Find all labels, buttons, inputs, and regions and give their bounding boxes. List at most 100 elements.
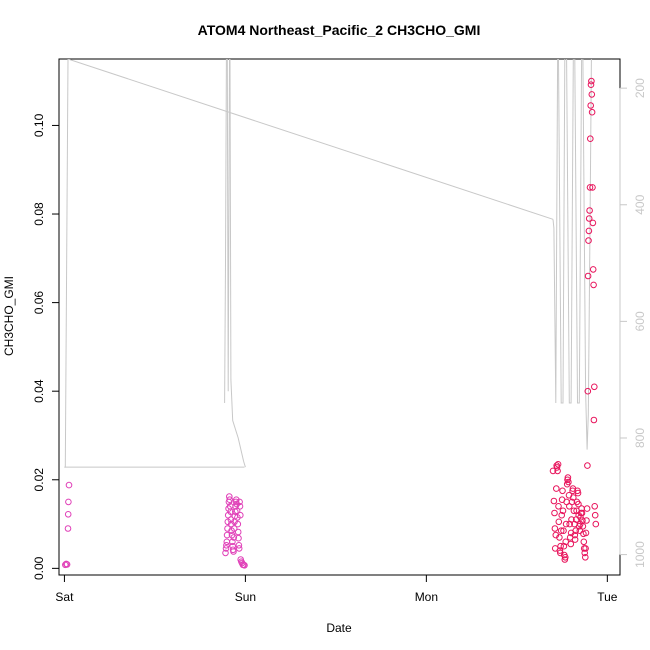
pressure-line-segment bbox=[224, 59, 227, 404]
data-point bbox=[571, 536, 579, 543]
data-point bbox=[559, 487, 566, 495]
data-point bbox=[590, 281, 597, 289]
pressure-line-segment bbox=[226, 59, 230, 392]
data-point bbox=[588, 108, 596, 116]
data-point bbox=[589, 219, 597, 227]
data-point bbox=[575, 500, 582, 508]
data-point bbox=[235, 542, 243, 549]
data-point bbox=[586, 184, 594, 191]
data-point bbox=[555, 518, 563, 526]
data-point bbox=[587, 81, 595, 88]
data-point bbox=[222, 549, 229, 557]
data-point bbox=[236, 503, 244, 510]
chart-title: ATOM4 Northeast_Pacific_2 CH3CHO_GMI bbox=[198, 22, 481, 38]
y-tick-label: 0.06 bbox=[32, 291, 46, 315]
data-point bbox=[568, 516, 575, 523]
data-point bbox=[551, 509, 558, 517]
data-point bbox=[590, 416, 598, 424]
x-tick-label: Mon bbox=[415, 590, 438, 604]
data-point bbox=[584, 462, 591, 469]
data-point bbox=[585, 215, 593, 222]
data-point bbox=[583, 505, 591, 512]
data-point bbox=[553, 464, 561, 471]
data-point bbox=[588, 77, 595, 85]
data-point bbox=[233, 507, 241, 515]
data-point bbox=[587, 135, 594, 142]
data-point bbox=[571, 531, 579, 539]
data-point bbox=[562, 520, 570, 528]
data-point bbox=[65, 481, 73, 489]
data-point bbox=[585, 227, 593, 235]
pressure-line-segment bbox=[67, 59, 554, 220]
data-point bbox=[562, 554, 569, 561]
data-point bbox=[582, 554, 589, 561]
right-tick-label: 800 bbox=[633, 428, 647, 448]
pressure-line-segment bbox=[574, 59, 583, 404]
right-axis: 200 400 600 800 1000 bbox=[619, 78, 647, 568]
data-point bbox=[582, 529, 590, 537]
pressure-line-segment bbox=[64, 59, 69, 468]
data-point bbox=[589, 266, 597, 273]
data-point bbox=[560, 527, 567, 535]
data-point bbox=[229, 538, 236, 546]
data-point bbox=[230, 525, 238, 532]
data-point bbox=[230, 548, 237, 555]
right-tick-label: 1000 bbox=[633, 541, 647, 568]
data-point bbox=[556, 547, 564, 554]
data-point bbox=[578, 509, 586, 517]
data-point bbox=[587, 102, 595, 109]
data-point bbox=[551, 525, 559, 532]
data-point bbox=[585, 237, 592, 244]
x-axis: Sat Sun Mon Tue bbox=[55, 574, 618, 604]
data-point bbox=[591, 511, 599, 519]
data-point bbox=[63, 561, 71, 568]
data-point bbox=[591, 503, 599, 510]
data-point bbox=[564, 474, 572, 481]
data-point bbox=[586, 207, 593, 214]
data-point bbox=[592, 520, 600, 528]
data-point bbox=[583, 517, 590, 524]
y-tick-label: 0.08 bbox=[32, 202, 46, 226]
data-point bbox=[227, 516, 235, 523]
pressure-line-segment bbox=[566, 59, 574, 404]
y-tick-label: 0.02 bbox=[32, 468, 46, 492]
data-point bbox=[230, 534, 238, 541]
data-point bbox=[549, 467, 557, 475]
data-point bbox=[550, 497, 558, 505]
pressure-line-segment bbox=[558, 59, 566, 404]
right-tick-label: 200 bbox=[633, 78, 647, 98]
data-point bbox=[223, 542, 230, 549]
data-point bbox=[223, 531, 231, 539]
data-point bbox=[558, 511, 566, 519]
data-point bbox=[559, 507, 567, 515]
y-tick-label: 0.04 bbox=[32, 379, 46, 403]
pressure-line-layer bbox=[64, 59, 592, 468]
x-tick-label: Tue bbox=[597, 590, 618, 604]
data-point bbox=[235, 545, 243, 552]
pressure-line-segment bbox=[552, 59, 559, 404]
y-tick-label: 0.10 bbox=[32, 113, 46, 137]
data-point bbox=[237, 511, 244, 519]
data-point bbox=[556, 534, 563, 541]
data-point bbox=[570, 507, 578, 515]
data-point bbox=[234, 528, 242, 536]
data-point bbox=[574, 489, 582, 497]
data-point bbox=[589, 184, 596, 191]
data-point bbox=[554, 467, 561, 475]
data-point bbox=[557, 527, 565, 535]
pressure-line-segment bbox=[229, 59, 246, 468]
data-point bbox=[572, 527, 580, 535]
data-point bbox=[64, 511, 72, 518]
data-point bbox=[222, 545, 230, 552]
x-tick-label: Sun bbox=[235, 590, 256, 604]
data-point bbox=[226, 493, 233, 500]
x-axis-label: Date bbox=[326, 621, 352, 635]
data-point bbox=[553, 485, 560, 492]
data-point bbox=[554, 461, 562, 468]
data-point bbox=[241, 562, 248, 569]
right-tick-label: 600 bbox=[633, 311, 647, 331]
data-point bbox=[65, 498, 72, 506]
y-axis: 0.00 0.02 0.04 0.06 0.08 0.10 bbox=[32, 113, 60, 580]
plot-frame bbox=[58, 58, 621, 576]
data-point bbox=[567, 540, 575, 548]
